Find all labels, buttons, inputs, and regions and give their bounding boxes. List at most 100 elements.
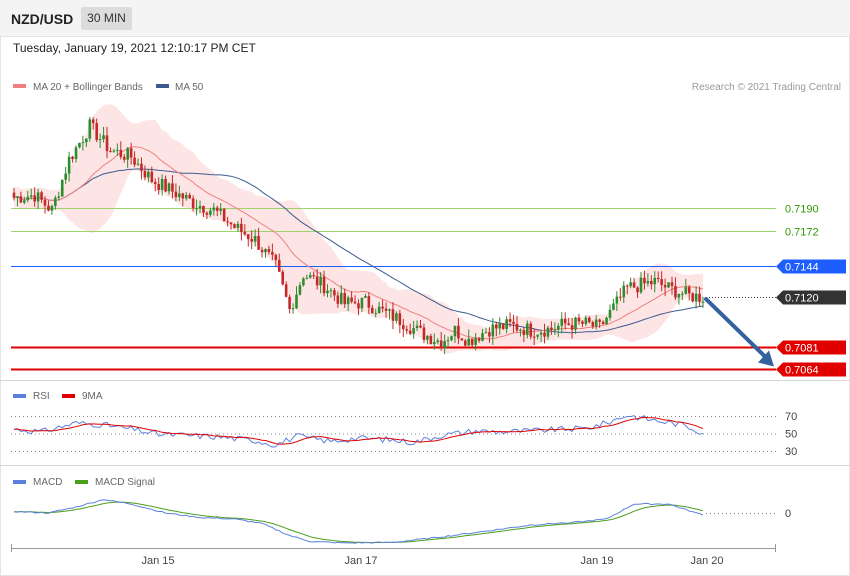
candle-body bbox=[557, 325, 560, 330]
ma50-line bbox=[13, 168, 704, 334]
candle-body bbox=[284, 284, 288, 297]
candle-body bbox=[543, 332, 546, 337]
candle-body bbox=[102, 135, 105, 140]
candle-body bbox=[150, 171, 154, 183]
candle-body bbox=[405, 329, 409, 331]
candle-body bbox=[660, 279, 663, 285]
candle-body bbox=[26, 196, 30, 201]
candle-body bbox=[426, 335, 429, 340]
candle-body bbox=[12, 192, 16, 198]
candle-body bbox=[195, 208, 198, 210]
candle-body bbox=[188, 194, 191, 199]
candle-body bbox=[667, 282, 670, 288]
candle-body bbox=[584, 317, 588, 324]
candle-body bbox=[171, 183, 174, 192]
candle-body bbox=[253, 235, 257, 242]
candle-body bbox=[339, 292, 343, 304]
credit-text: Research © 2021 Trading Central bbox=[692, 82, 841, 93]
candle-body bbox=[481, 333, 484, 341]
x-tick-label: Jan 19 bbox=[580, 555, 613, 567]
candle-body bbox=[608, 309, 612, 318]
candle-body bbox=[691, 293, 694, 302]
candle-body bbox=[374, 313, 378, 315]
rsi-tick-label: 70 bbox=[785, 411, 797, 423]
rsi-ma-line bbox=[13, 416, 704, 445]
pivot-label: 0.7144 bbox=[785, 262, 819, 274]
rsi-tick-label: 50 bbox=[785, 429, 797, 441]
candle-body bbox=[536, 334, 539, 337]
candle-body bbox=[470, 338, 474, 345]
candle-body bbox=[219, 208, 222, 211]
candle-body bbox=[422, 327, 426, 340]
candle-body bbox=[591, 322, 595, 327]
macd-line bbox=[13, 499, 704, 544]
candle-body bbox=[43, 199, 47, 206]
candle-body bbox=[298, 285, 302, 295]
x-tick-label: Jan 20 bbox=[690, 555, 723, 567]
candle-body bbox=[377, 306, 381, 314]
last-price-tag bbox=[776, 290, 846, 305]
candle-body bbox=[88, 119, 92, 139]
candle-body bbox=[698, 293, 701, 302]
candle-body bbox=[505, 319, 508, 329]
candle-body bbox=[260, 249, 264, 253]
candle-body bbox=[529, 323, 533, 337]
candle-body bbox=[694, 293, 698, 302]
candle-body bbox=[570, 325, 574, 330]
candle-body bbox=[178, 193, 181, 198]
rsi-plot: 70 50 30 bbox=[11, 411, 797, 458]
candle-body bbox=[129, 148, 133, 158]
macd-tick-label: 0 bbox=[785, 508, 791, 520]
candle-body bbox=[446, 340, 450, 342]
candle-body bbox=[191, 198, 195, 209]
candle-body bbox=[625, 285, 629, 287]
candle-body bbox=[85, 138, 88, 143]
x-tick-label: Jan 17 bbox=[344, 555, 377, 567]
candle-body bbox=[112, 150, 116, 152]
pivot-tag bbox=[776, 259, 846, 274]
support-label: 0.7081 bbox=[785, 343, 819, 355]
candle-body bbox=[546, 327, 550, 337]
legend-macd-signal-label: MACD Signal bbox=[95, 477, 155, 488]
candle-body bbox=[343, 292, 347, 305]
candle-body bbox=[384, 308, 388, 311]
candle-body bbox=[463, 340, 467, 346]
candle-body bbox=[388, 309, 391, 311]
candle-body bbox=[295, 294, 298, 309]
candle-body bbox=[594, 319, 598, 327]
candle-body bbox=[563, 318, 567, 324]
candle-body bbox=[312, 275, 316, 277]
chart-datetime: Tuesday, January 19, 2021 12:10:17 PM CE… bbox=[13, 41, 256, 55]
candle-body bbox=[205, 212, 209, 215]
candle-body bbox=[267, 249, 271, 253]
timeframe-button[interactable]: 30 MIN bbox=[81, 7, 132, 30]
candle-body bbox=[450, 336, 453, 341]
macd-plot: 0 bbox=[13, 499, 791, 544]
candle-body bbox=[443, 341, 446, 349]
candle-body bbox=[687, 287, 691, 294]
last-price-label: 0.7120 bbox=[785, 293, 819, 305]
candle-body bbox=[229, 222, 233, 225]
candle-body bbox=[419, 325, 422, 328]
rsi-tick-label: 30 bbox=[785, 446, 797, 458]
bollinger-band bbox=[14, 104, 703, 354]
candle-body bbox=[47, 205, 50, 211]
candle-body bbox=[436, 340, 440, 343]
candle-body bbox=[302, 278, 305, 286]
candle-body bbox=[333, 290, 336, 296]
candle-body bbox=[357, 303, 360, 309]
candle-body bbox=[184, 194, 188, 199]
candle-body bbox=[439, 340, 443, 349]
candle-body bbox=[50, 206, 54, 211]
candle-body bbox=[119, 149, 123, 157]
candle-body bbox=[619, 296, 622, 298]
support-label: 0.7064 bbox=[785, 365, 819, 377]
candle-body bbox=[415, 325, 419, 328]
candle-body bbox=[233, 224, 236, 228]
candle-body bbox=[367, 296, 371, 308]
candle-body bbox=[226, 221, 229, 223]
candle-body bbox=[133, 157, 136, 165]
candle-body bbox=[67, 156, 71, 174]
candle-body bbox=[264, 249, 267, 253]
candle-body bbox=[512, 321, 515, 324]
